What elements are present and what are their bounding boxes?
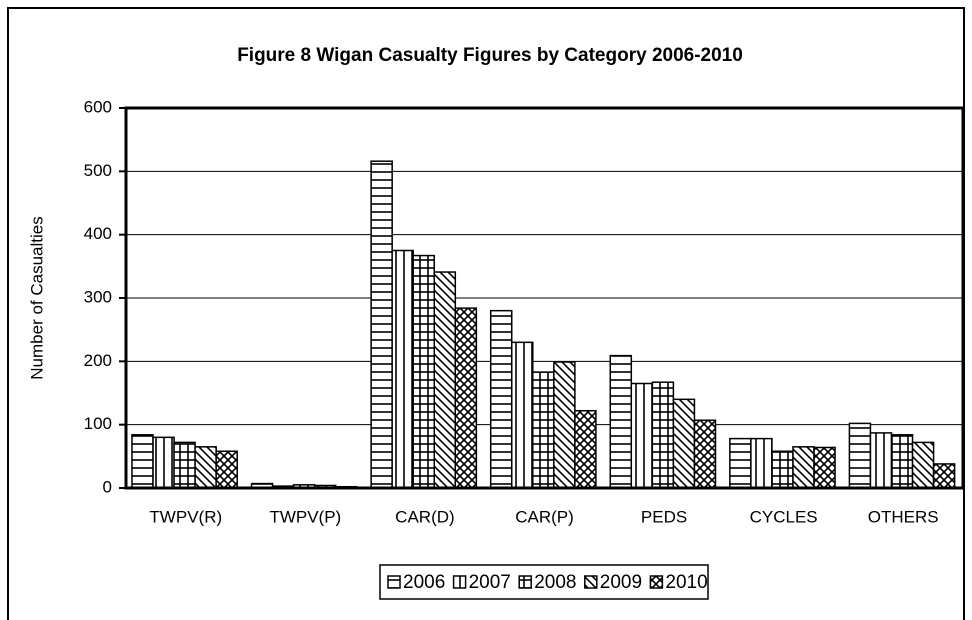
bar — [848, 422, 872, 489]
x-tick-label: CAR(P) — [515, 507, 574, 526]
bar — [412, 254, 436, 489]
bar — [869, 432, 893, 489]
bar — [630, 382, 654, 489]
x-tick-label: TWPV(P) — [269, 507, 341, 526]
y-tick-label: 300 — [84, 287, 112, 306]
bar — [813, 446, 836, 489]
y-tick-label: 100 — [84, 414, 112, 433]
bar — [532, 371, 555, 489]
x-tick-label: TWPV(R) — [149, 507, 222, 526]
bar — [693, 419, 717, 489]
bar — [771, 450, 794, 489]
bar — [152, 436, 175, 489]
bar — [194, 446, 217, 489]
bar — [574, 409, 597, 489]
legend-swatch — [584, 575, 598, 589]
legend-swatch — [518, 575, 532, 589]
y-tick-label: 500 — [84, 161, 112, 180]
bar — [489, 309, 513, 489]
legend-label: 2009 — [600, 572, 642, 593]
bar — [911, 441, 935, 489]
bar — [792, 446, 815, 489]
bar — [672, 398, 696, 489]
bar — [729, 437, 752, 489]
legend-label: 2010 — [665, 572, 707, 593]
y-tick-label: 200 — [84, 351, 112, 370]
bar — [391, 249, 414, 489]
bar — [932, 463, 956, 489]
x-tick-label: CAR(D) — [395, 507, 455, 526]
bar — [370, 160, 393, 489]
bar — [131, 434, 154, 489]
legend-label: 2008 — [534, 572, 576, 593]
bar — [173, 441, 196, 489]
bar — [750, 437, 773, 489]
bar — [510, 341, 534, 489]
bar — [651, 381, 675, 489]
x-tick-label: PEDS — [641, 507, 687, 526]
legend-swatch — [649, 575, 664, 589]
bar — [890, 434, 914, 489]
bar — [454, 307, 478, 489]
y-tick-label: 600 — [84, 97, 112, 116]
bar — [215, 450, 238, 489]
plot-frame — [124, 106, 965, 490]
y-tick-label: 0 — [103, 477, 112, 496]
x-tick-label: OTHERS — [868, 507, 939, 526]
y-tick-label: 400 — [84, 224, 112, 243]
chart-title: Figure 8 Wigan Casualty Figures by Categ… — [237, 45, 743, 66]
bar — [553, 361, 576, 489]
legend-label: 2006 — [403, 572, 445, 593]
legend-swatch — [452, 575, 467, 589]
x-tick-label: CYCLES — [750, 507, 818, 526]
legend-label: 2007 — [469, 572, 511, 593]
chart-frame — [7, 7, 965, 620]
y-axis-label: Number of Casualties — [27, 216, 46, 379]
bar — [609, 354, 633, 489]
bar — [433, 271, 457, 489]
legend-swatch — [387, 575, 401, 589]
